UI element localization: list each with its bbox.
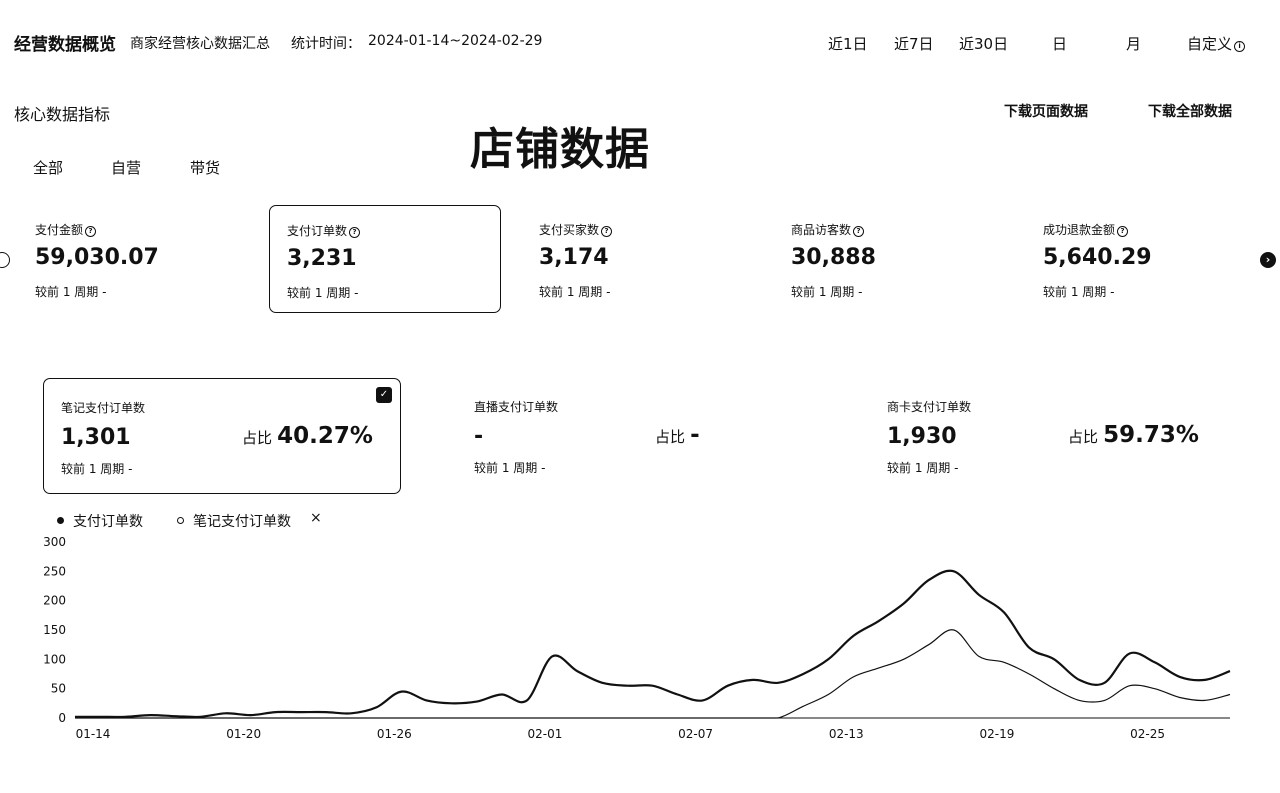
sub-share: 占比 -: [655, 422, 700, 448]
x-tick-label: 02-01: [528, 727, 563, 741]
sub-label: 直播支付订单数: [474, 398, 558, 415]
order-trend-chart: 0 50 100 150 200 250 300 01-14 01-20 01-26 02-01 02…: [0, 530, 1280, 750]
filter-all-tab[interactable]: 全部: [33, 157, 63, 178]
range-7d-button[interactable]: 近7日: [894, 33, 934, 54]
sub-card-live-orders[interactable]: 直播支付订单数 - 占比 - 较前 1 周期 -: [457, 378, 815, 494]
sub-share: 占比 59.73%: [1068, 422, 1199, 448]
metric-compare: 较前 1 周期 -: [791, 283, 862, 300]
metric-value: 5,640.29: [1043, 245, 1152, 270]
x-tick-label: 01-20: [226, 727, 261, 741]
time-range: 2024-01-14~2024-02-29: [368, 33, 542, 49]
metric-compare: 较前 1 周期 -: [35, 283, 106, 300]
x-tick-label: 02-07: [678, 727, 713, 741]
x-tick-label: 02-19: [979, 727, 1014, 741]
metric-label: 商品访客数?: [791, 221, 864, 238]
y-tick-label: 0: [58, 711, 66, 725]
metric-label: 支付买家数?: [539, 221, 612, 238]
series-line-note-orders: [75, 630, 1230, 718]
y-tick-label: 300: [43, 535, 66, 549]
legend-dot-icon: [57, 517, 64, 524]
range-custom-button[interactable]: 自定义 i: [1187, 33, 1245, 54]
prev-arrow-icon[interactable]: [0, 252, 10, 268]
sub-value: -: [474, 424, 483, 449]
sub-card-note-orders[interactable]: ✓ 笔记支付订单数 1,301 占比 40.27% 较前 1 周期 -: [43, 378, 401, 494]
range-1d-button[interactable]: 近1日: [828, 33, 868, 54]
help-icon: ?: [85, 226, 96, 237]
metric-card-visitor-count[interactable]: 商品访客数? 30,888 较前 1 周期 -: [774, 205, 1006, 313]
range-day-button[interactable]: 日: [1052, 33, 1067, 54]
metric-value: 30,888: [791, 245, 876, 270]
series-line-orders: [75, 571, 1230, 717]
filter-promo-tab[interactable]: 带货: [190, 157, 220, 178]
info-icon: i: [1234, 41, 1245, 52]
sub-value: 1,930: [887, 424, 957, 449]
x-tick-label: 02-25: [1130, 727, 1165, 741]
time-label: 统计时间：: [291, 33, 361, 53]
page-subtitle: 商家经营核心数据汇总: [130, 33, 270, 53]
metric-label: 成功退款金额?: [1043, 221, 1128, 238]
sub-compare: 较前 1 周期 -: [474, 459, 545, 476]
metric-label: 支付金额?: [35, 221, 96, 238]
page-title: 经营数据概览: [14, 30, 116, 55]
x-tick-label: 02-13: [829, 727, 864, 741]
range-month-button[interactable]: 月: [1126, 33, 1141, 54]
y-tick-label: 200: [43, 594, 66, 608]
metric-card-refund-amount[interactable]: 成功退款金额? 5,640.29 较前 1 周期 -: [1026, 205, 1258, 313]
metric-compare: 较前 1 周期 -: [287, 284, 358, 301]
section-title: 核心数据指标: [14, 101, 110, 125]
metric-compare: 较前 1 周期 -: [539, 283, 610, 300]
filter-self-tab[interactable]: 自营: [111, 157, 141, 178]
metric-value: 3,231: [287, 246, 357, 271]
help-icon: ?: [601, 226, 612, 237]
help-icon: ?: [1117, 226, 1128, 237]
y-tick-label: 100: [43, 652, 66, 666]
legend-close-icon[interactable]: ×: [310, 510, 322, 526]
download-all-button[interactable]: 下载全部数据: [1148, 101, 1232, 121]
help-icon: ?: [853, 226, 864, 237]
x-tick-label: 01-14: [76, 727, 111, 741]
metric-label: 支付订单数?: [287, 222, 360, 239]
overlay-title: 店铺数据: [470, 113, 650, 177]
y-tick-label: 50: [51, 682, 66, 696]
y-tick-label: 250: [43, 564, 66, 578]
sub-card-product-card-orders[interactable]: 商卡支付订单数 1,930 占比 59.73% 较前 1 周期 -: [870, 378, 1228, 494]
range-30d-button[interactable]: 近30日: [959, 33, 1008, 54]
next-arrow-icon[interactable]: ›: [1260, 252, 1276, 268]
download-page-button[interactable]: 下载页面数据: [1004, 101, 1088, 121]
y-tick-label: 150: [43, 623, 66, 637]
help-icon: ?: [349, 227, 360, 238]
sub-share: 占比 40.27%: [242, 423, 373, 449]
legend-ring-icon: [177, 517, 184, 524]
sub-label: 商卡支付订单数: [887, 398, 971, 415]
metric-card-order-count[interactable]: 支付订单数? 3,231 较前 1 周期 -: [269, 205, 501, 313]
metric-value: 59,030.07: [35, 245, 159, 270]
sub-value: 1,301: [61, 425, 131, 450]
check-icon: ✓: [376, 387, 392, 403]
metric-card-buyer-count[interactable]: 支付买家数? 3,174 较前 1 周期 -: [522, 205, 754, 313]
metric-value: 3,174: [539, 245, 609, 270]
sub-compare: 较前 1 周期 -: [61, 460, 132, 477]
range-custom-label: 自定义: [1187, 35, 1232, 53]
metric-compare: 较前 1 周期 -: [1043, 283, 1114, 300]
legend-item-orders[interactable]: 支付订单数: [57, 511, 143, 531]
legend-item-note-orders[interactable]: 笔记支付订单数: [177, 511, 291, 531]
x-tick-label: 01-26: [377, 727, 412, 741]
sub-label: 笔记支付订单数: [61, 399, 145, 416]
metric-card-payment-amount[interactable]: 支付金额? 59,030.07 较前 1 周期 -: [18, 205, 250, 313]
sub-compare: 较前 1 周期 -: [887, 459, 958, 476]
